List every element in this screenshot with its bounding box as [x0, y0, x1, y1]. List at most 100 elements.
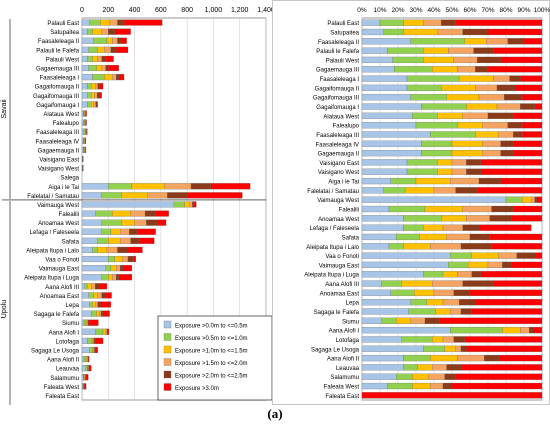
bar-vaa-o-fonoti-exposure-0-5m-to-1-0m	[108, 255, 115, 263]
y-tick-label-gagaifomauga-ii: Gagaifomauga II	[315, 86, 360, 92]
bar-safata-exposure-3-0m	[489, 233, 543, 241]
y-tick-label-lotofaga: Lotofaga	[336, 338, 360, 344]
bar-salamumu-exposure-3-0m	[85, 374, 89, 381]
bar-gagaifomauga-i-exposure-3-0m	[96, 101, 98, 108]
y-tick-label-sagaga-le-falefa: Sagaga le Falefa	[34, 312, 80, 318]
x-tick-label: 1,000	[205, 7, 223, 14]
bar-sagaga-le-falefa-exposure-0-0m-to-0-5m	[361, 308, 409, 315]
bar-aana-alofi-iii-exposure-0-5m-to-1-0m	[381, 280, 402, 287]
bar-vaimauga-east-exposure-2-0m-to-2-5m	[502, 261, 512, 269]
bar-gagaifomauga-iii-exposure-0-0m-to-0-5m	[361, 94, 411, 101]
y-tick-label-falelatai-samatau: Falelatai / Samatau	[27, 194, 79, 200]
bar-aana-alofi-ii-exposure-2-0m-to-2-5m	[484, 354, 499, 362]
bar-anoamaa-west-exposure-3-0m	[511, 215, 543, 222]
bar-lotofaga-exposure-1-5m-to-2-0m	[442, 336, 454, 343]
bar-gagaifomauga-iii-exposure-3-0m	[98, 92, 102, 99]
bar-aana-alofi-iii-exposure-1-5m-to-2-0m	[91, 283, 96, 290]
bar-palauli-west-exposure-2-0m-to-2-5m	[477, 56, 501, 64]
y-tick-label-falealili: Falealili	[339, 208, 359, 214]
y-tick-label-faleata-east: Faleata East	[45, 394, 79, 400]
bar-sagaga-le-usoga-exposure-3-0m	[466, 345, 543, 352]
bar-lefaga-faleseela-exposure-3-0m	[137, 228, 156, 235]
bar-aana-alofi-i-exposure-1-0m-to-1-5m	[102, 328, 106, 335]
bar-alataua-west-exposure-0-0m-to-0-5m	[361, 112, 413, 119]
bar-vaa-o-fonoti-exposure-0-0m-to-0-5m	[81, 255, 109, 263]
bar-aleipata-itupa-i-luga-exposure-2-0m-to-2-5m	[471, 271, 481, 278]
bar-aleipata-itupa-i-lalo-exposure-1-0m-to-1-5m	[97, 246, 108, 253]
legend-swatch-exposure-1-5m-to-2-0m	[163, 358, 172, 366]
y-tick-label-anoamaa-west: Anoamaa West	[38, 221, 79, 227]
bar-palauli-le-falefa-exposure-0-0m-to-0-5m	[81, 46, 89, 53]
bar-aleipata-itupa-i-luga-exposure-1-0m-to-1-5m	[108, 274, 113, 281]
bar-aiga-i-le-tai-exposure-3-0m	[210, 183, 251, 190]
bar-vaimauga-east-exposure-3-0m	[511, 261, 543, 269]
y-tick-label-lotofaga: Lotofaga	[56, 339, 80, 345]
bar-aana-alofi-ii-exposure-0-0m-to-0-5m	[361, 354, 404, 362]
bar-sagaga-le-falefa-exposure-1-0m-to-1-5m	[435, 308, 451, 315]
legend-swatch-exposure-0-0m-to-0-5m	[163, 320, 172, 329]
bar-safata-exposure-0-5m-to-1-0m	[97, 237, 109, 244]
bar-gagaemauga-iii-exposure-2-0m-to-2-5m	[105, 64, 109, 72]
bar-anoamaa-west-exposure-1-5m-to-2-0m	[466, 215, 490, 222]
bar-faasaleleaga-i-exposure-0-5m-to-1-0m	[406, 75, 460, 82]
bar-leauvaa-exposure-2-0m-to-2-5m	[446, 364, 462, 371]
y-tick-label-gagaemauga-ii: Gagaemauga II	[38, 148, 80, 154]
bar-faasaleleaga-iii-exposure-0-0m-to-0-5m	[81, 128, 85, 135]
bar-alataua-west-exposure-1-5m-to-2-0m	[462, 112, 489, 119]
bar-vaa-o-fonoti-exposure-3-0m	[534, 252, 543, 259]
bar-siumu-exposure-2-0m-to-2-5m	[424, 317, 440, 324]
bar-gagaifomauga-iii-exposure-0-5m-to-1-0m	[410, 94, 447, 101]
y-tick-label-gagaemauga-ii: Gagaemauga II	[318, 152, 360, 158]
bar-palauli-east-exposure-0-0m-to-0-5m	[81, 19, 91, 26]
bar-palauli-le-falefa-exposure-2-0m-to-2-5m	[473, 47, 494, 54]
bar-vaisigano-west-exposure-3-0m	[480, 168, 543, 175]
bar-lepa-exposure-3-0m	[100, 301, 112, 308]
bar-falelatai-samatau-exposure-0-5m-to-1-0m	[383, 187, 406, 194]
bar-siumu-exposure-1-0m-to-1-5m	[85, 319, 87, 326]
bar-vaimauga-east-exposure-1-0m-to-1-5m	[468, 261, 489, 269]
bar-sagaga-le-usoga-exposure-1-5m-to-2-0m	[455, 345, 462, 352]
bar-falelatai-samatau-exposure-3-0m	[477, 187, 543, 194]
bar-aleipata-itupa-i-luga-exposure-0-5m-to-1-0m	[101, 274, 109, 281]
bar-faasaleleaga-ii-exposure-0-5m-to-1-0m	[93, 37, 108, 44]
bar-anoamaa-west-exposure-0-5m-to-1-0m	[403, 215, 442, 222]
bar-vaimauga-east-exposure-0-0m-to-0-5m	[81, 265, 106, 272]
y-tick-label-salamumu: Salamumu	[330, 375, 359, 381]
bar-aiga-i-le-tai-exposure-1-0m-to-1-5m	[415, 177, 451, 185]
bar-vaimauga-west-exposure-1-5m-to-2-0m	[531, 196, 535, 203]
bar-faasaleleaga-iii-exposure-0-5m-to-1-0m	[430, 131, 476, 138]
bar-vaa-o-fonoti-exposure-1-0m-to-1-5m	[114, 255, 123, 263]
y-tick-label-falealili: Falealili	[59, 212, 79, 218]
x-tick-label: 50%	[445, 7, 458, 14]
bar-gagaemauga-iii-exposure-1-0m-to-1-5m	[96, 64, 102, 72]
bar-anoamaa-east-exposure-1-0m-to-1-5m	[414, 289, 435, 296]
bar-safata-exposure-1-0m-to-1-5m	[108, 237, 121, 244]
bar-aiga-i-le-tai-exposure-0-5m-to-1-0m	[390, 177, 417, 185]
bar-faasaleleaga-i-exposure-1-5m-to-2-0m	[493, 75, 510, 82]
bar-vaimauga-east-exposure-3-0m	[122, 265, 133, 272]
bar-aleipata-itupa-i-luga-exposure-1-5m-to-2-0m	[457, 271, 472, 278]
bar-satupaitea-exposure-0-0m-to-0-5m	[361, 28, 384, 36]
bar-sagaga-le-falefa-exposure-2-0m-to-2-5m	[100, 310, 104, 317]
bar-vaimauga-east-exposure-0-5m-to-1-0m	[448, 261, 469, 269]
bar-palauli-east-exposure-2-0m-to-2-5m	[117, 19, 125, 26]
x-tick-label: 40%	[427, 7, 440, 14]
bar-vaisigano-east-exposure-3-0m	[480, 159, 543, 166]
y-tick-label-vaimauga-west: Vaimauga West	[37, 203, 79, 209]
bar-gagaifomauga-ii-exposure-2-0m-to-2-5m	[496, 84, 516, 91]
figure-caption: (a)	[267, 406, 283, 421]
bar-palauli-east-exposure-0-0m-to-0-5m	[361, 19, 381, 26]
bar-satupaitea-exposure-2-0m-to-2-5m	[462, 28, 489, 36]
bar-gagaemauga-iii-exposure-1-5m-to-2-0m	[101, 64, 106, 72]
bar-faasaleleaga-ii-exposure-0-5m-to-1-0m	[410, 38, 465, 45]
bar-siumu-exposure-0-0m-to-0-5m	[81, 319, 85, 326]
bar-lepa-exposure-0-5m-to-1-0m	[89, 301, 93, 308]
y-tick-label-faleata-west: Faleata West	[44, 385, 80, 391]
y-tick-label-faasaleleaga-i: Faasaleleaga I	[320, 77, 360, 83]
y-tick-label-satupaitea: Satupaitea	[330, 30, 359, 36]
x-tick-label: 70%	[481, 7, 494, 14]
x-tick-label: 80%	[499, 7, 512, 14]
bar-safata-exposure-0-0m-to-0-5m	[81, 237, 98, 244]
bar-aana-alofi-ii-exposure-3-0m	[88, 356, 90, 363]
bar-aana-alofi-iii-exposure-3-0m	[98, 283, 108, 290]
